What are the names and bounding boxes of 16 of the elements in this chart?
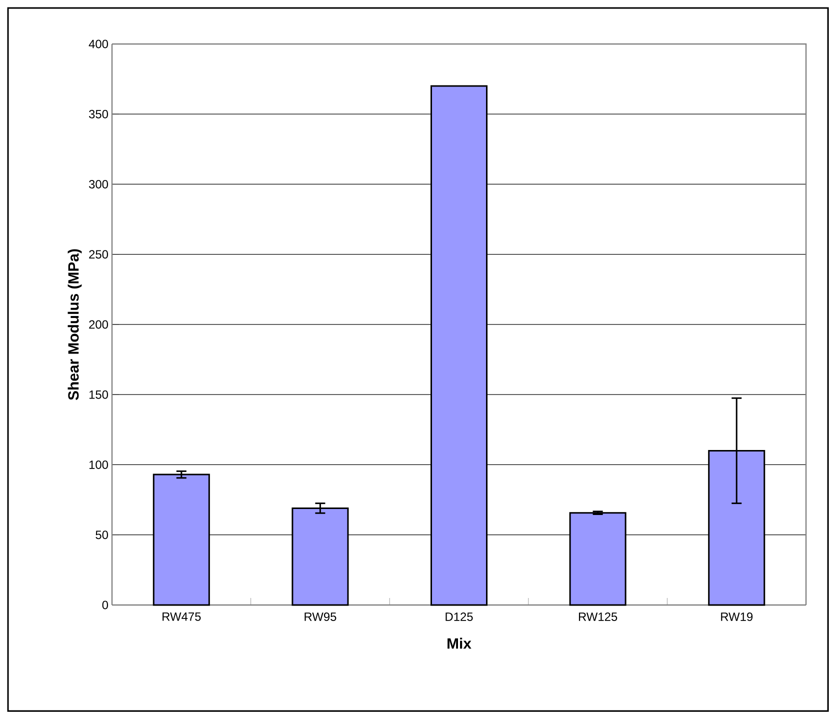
x-tick-label: RW95 <box>304 612 336 621</box>
y-tick-label: 50 <box>96 530 108 540</box>
y-tick-label: 300 <box>88 180 108 188</box>
y-tick-label: 350 <box>88 110 108 118</box>
x-tick-label: RW19 <box>721 612 753 621</box>
y-tick-label: 100 <box>89 460 108 469</box>
x-tick-label: D125 <box>446 612 473 621</box>
x-tick-label: RW125 <box>578 612 618 621</box>
y-axis-title: Shear Modulus (MPa) <box>68 249 82 400</box>
y-tick-label: 200 <box>89 320 108 329</box>
y-tick-label: 400 <box>88 40 108 48</box>
x-tick-label: RW475 <box>162 612 201 621</box>
x-axis-title: Mix <box>448 638 472 649</box>
y-tick-label: 250 <box>89 250 108 259</box>
y-tick-label: 0 <box>102 600 108 610</box>
y-tick-label: 150 <box>89 390 108 399</box>
